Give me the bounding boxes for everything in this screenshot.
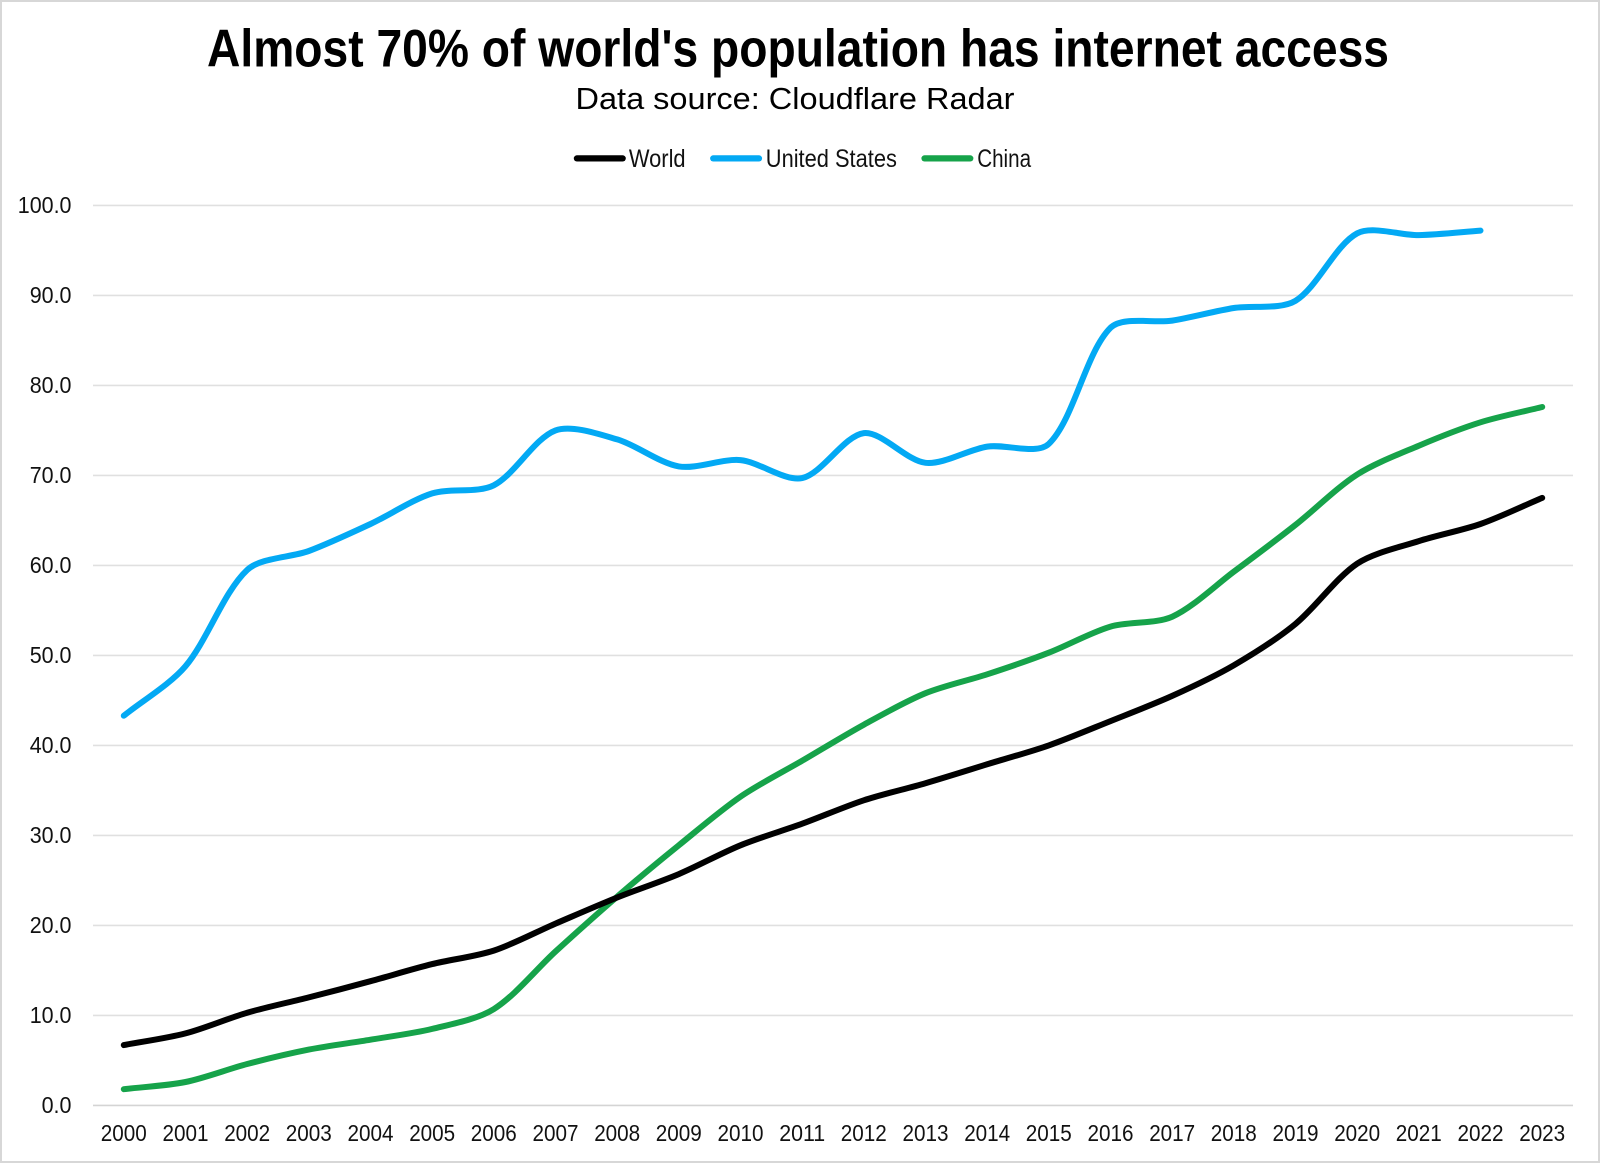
svg-text:2012: 2012 bbox=[841, 1120, 887, 1146]
svg-text:World: World bbox=[629, 145, 686, 173]
svg-text:2006: 2006 bbox=[471, 1120, 517, 1146]
svg-text:100.0: 100.0 bbox=[18, 192, 72, 218]
svg-text:2013: 2013 bbox=[903, 1120, 949, 1146]
svg-text:2023: 2023 bbox=[1519, 1120, 1565, 1146]
svg-text:60.0: 60.0 bbox=[30, 552, 72, 578]
svg-text:United States: United States bbox=[766, 145, 897, 173]
svg-text:50.0: 50.0 bbox=[30, 642, 72, 668]
svg-text:30.0: 30.0 bbox=[30, 822, 72, 848]
svg-text:2004: 2004 bbox=[348, 1120, 394, 1146]
svg-text:2009: 2009 bbox=[656, 1120, 702, 1146]
svg-text:2014: 2014 bbox=[964, 1120, 1010, 1146]
svg-text:China: China bbox=[977, 145, 1031, 173]
svg-text:2022: 2022 bbox=[1458, 1120, 1504, 1146]
svg-text:2000: 2000 bbox=[101, 1120, 147, 1146]
svg-text:40.0: 40.0 bbox=[30, 732, 72, 758]
svg-text:2019: 2019 bbox=[1273, 1120, 1319, 1146]
svg-text:2008: 2008 bbox=[594, 1120, 640, 1146]
svg-text:20.0: 20.0 bbox=[30, 912, 72, 938]
svg-text:2007: 2007 bbox=[533, 1120, 579, 1146]
svg-text:2015: 2015 bbox=[1026, 1120, 1072, 1146]
svg-text:Almost 70% of world's populati: Almost 70% of world's population has int… bbox=[207, 19, 1389, 78]
svg-text:2002: 2002 bbox=[224, 1120, 270, 1146]
svg-text:2018: 2018 bbox=[1211, 1120, 1257, 1146]
svg-text:2016: 2016 bbox=[1088, 1120, 1134, 1146]
svg-text:80.0: 80.0 bbox=[30, 372, 72, 398]
svg-text:2003: 2003 bbox=[286, 1120, 332, 1146]
svg-text:2005: 2005 bbox=[409, 1120, 455, 1146]
svg-text:2001: 2001 bbox=[163, 1120, 209, 1146]
svg-text:70.0: 70.0 bbox=[30, 462, 72, 488]
svg-text:0.0: 0.0 bbox=[42, 1092, 72, 1118]
svg-text:10.0: 10.0 bbox=[30, 1002, 72, 1028]
svg-text:2011: 2011 bbox=[779, 1120, 825, 1146]
svg-text:Data source: Cloudflare Radar: Data source: Cloudflare Radar bbox=[576, 81, 1015, 116]
svg-text:2010: 2010 bbox=[718, 1120, 764, 1146]
svg-text:90.0: 90.0 bbox=[30, 282, 72, 308]
svg-text:2017: 2017 bbox=[1149, 1120, 1195, 1146]
svg-text:2021: 2021 bbox=[1396, 1120, 1442, 1146]
svg-text:2020: 2020 bbox=[1334, 1120, 1380, 1146]
